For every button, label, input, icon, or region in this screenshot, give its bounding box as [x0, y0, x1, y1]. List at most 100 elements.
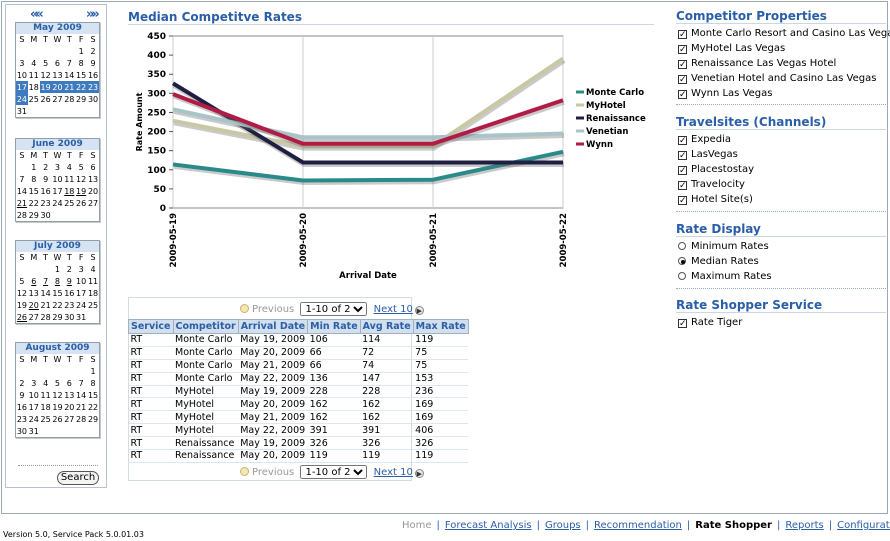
calendar-day[interactable]: 3: [78, 264, 84, 274]
calendar-day[interactable]: 29: [76, 94, 87, 104]
calendar-day[interactable]: 4: [90, 264, 96, 274]
column-header[interactable]: Max Rate: [412, 319, 469, 334]
next-icon[interactable]: ▶: [414, 306, 424, 315]
calendar-day[interactable]: 31: [28, 426, 39, 436]
month-title[interactable]: July 2009: [16, 241, 99, 252]
calendar-day[interactable]: 28: [64, 94, 75, 104]
nav-link[interactable]: Forecast Analysis: [444, 520, 532, 531]
calendar-day[interactable]: 10: [76, 276, 87, 286]
calendar-day[interactable]: 24: [16, 93, 28, 105]
calendar-day[interactable]: 26: [40, 94, 51, 104]
calendar-day[interactable]: 20: [64, 402, 75, 412]
calendar-day[interactable]: 18: [40, 402, 51, 412]
rate-shopper-checkbox[interactable]: ✓ Rate Tiger: [678, 316, 742, 329]
calendar-day[interactable]: 15: [87, 390, 99, 400]
calendar-day[interactable]: 30: [87, 94, 99, 104]
calendar-day[interactable]: 29: [28, 210, 39, 220]
calendar-day[interactable]: 25: [87, 300, 99, 310]
column-header[interactable]: Competitor: [172, 319, 239, 334]
calendar-day[interactable]: 29: [52, 312, 63, 322]
rate-display-radio[interactable]: Maximum Rates: [678, 270, 772, 283]
calendar-day[interactable]: 15: [52, 288, 63, 298]
calendar-day[interactable]: 5: [78, 162, 84, 172]
calendar-day[interactable]: 2: [90, 46, 96, 56]
calendar-day[interactable]: 11: [40, 390, 51, 400]
calendar-day[interactable]: 9: [43, 174, 49, 184]
calendar-day[interactable]: 21: [63, 81, 76, 93]
calendar-day[interactable]: 10: [52, 174, 63, 184]
checkbox-checked-icon[interactable]: ✓: [678, 319, 687, 329]
calendar-day[interactable]: 24: [28, 414, 39, 424]
column-header[interactable]: Avg Rate: [359, 319, 414, 334]
calendar-day[interactable]: 4: [31, 58, 37, 68]
calendar-day[interactable]: 3: [19, 58, 25, 68]
calendar-day[interactable]: 9: [19, 390, 25, 400]
calendar-day[interactable]: 26: [52, 414, 63, 424]
calendar-day[interactable]: 1: [90, 366, 96, 376]
calendar-day[interactable]: 20: [87, 186, 99, 196]
column-header[interactable]: Arrival Date: [237, 319, 309, 334]
calendar-day[interactable]: 5: [54, 378, 60, 388]
calendar-day[interactable]: 12: [16, 288, 28, 298]
calendar-day[interactable]: 28: [40, 312, 51, 322]
calendar-day[interactable]: 23: [40, 198, 51, 208]
column-header[interactable]: Service: [128, 319, 174, 334]
travelsite-checkbox[interactable]: ✓ Hotel Site(s): [678, 193, 753, 206]
checkbox-checked-icon[interactable]: ✓: [678, 45, 687, 55]
search-button[interactable]: Search: [57, 471, 99, 485]
month-title[interactable]: June 2009: [16, 139, 99, 150]
calendar-day[interactable]: 16: [64, 288, 75, 298]
calendar-day[interactable]: 16: [16, 402, 28, 412]
checkbox-checked-icon[interactable]: ✓: [678, 196, 687, 206]
range-select[interactable]: 1-10 of 20: [300, 302, 368, 316]
calendar-day[interactable]: 9: [66, 276, 72, 286]
calendar-day[interactable]: 9: [90, 58, 96, 68]
calendar-day[interactable]: 21: [40, 300, 51, 310]
calendar-day[interactable]: 8: [78, 58, 84, 68]
calendar-day[interactable]: 14: [76, 390, 87, 400]
calendar-day[interactable]: 17: [16, 81, 28, 93]
calendar-day[interactable]: 27: [64, 414, 75, 424]
calendar-day[interactable]: 19: [39, 81, 52, 93]
calendar-day[interactable]: 25: [28, 94, 39, 104]
checkbox-checked-icon[interactable]: ✓: [678, 166, 687, 176]
calendar-day[interactable]: 30: [16, 426, 28, 436]
calendar-day[interactable]: 12: [52, 390, 63, 400]
radio-icon[interactable]: [678, 257, 686, 265]
calendar-day[interactable]: 7: [66, 58, 72, 68]
calendar-day[interactable]: 18: [87, 288, 99, 298]
radio-icon[interactable]: [678, 242, 686, 250]
calendar-day[interactable]: 14: [16, 186, 28, 196]
next-icon[interactable]: ▶: [414, 469, 424, 478]
calendar-day[interactable]: 24: [52, 198, 63, 208]
checkbox-checked-icon[interactable]: ✓: [678, 136, 687, 146]
calendar-day[interactable]: 12: [76, 174, 87, 184]
calendar-day[interactable]: 28: [16, 210, 28, 220]
calendar-day[interactable]: 10: [28, 390, 39, 400]
calendar-day[interactable]: 22: [28, 198, 39, 208]
prev-month-icon[interactable]: ««: [30, 7, 44, 22]
calendar-day[interactable]: 19: [16, 300, 28, 310]
calendar-day[interactable]: 22: [75, 81, 88, 93]
competitor-checkbox[interactable]: ✓ Wynn Las Vegas: [678, 87, 772, 100]
calendar-day[interactable]: 23: [87, 81, 99, 93]
nav-link[interactable]: Reports: [785, 520, 824, 531]
calendar-day[interactable]: 16: [87, 70, 99, 80]
calendar-day[interactable]: 6: [66, 378, 72, 388]
calendar-day[interactable]: 16: [40, 186, 51, 196]
calendar-day[interactable]: 25: [40, 414, 51, 424]
calendar-day[interactable]: 17: [28, 402, 39, 412]
range-select[interactable]: 1-10 of 20: [300, 465, 368, 479]
calendar-day[interactable]: 14: [40, 288, 51, 298]
nav-link[interactable]: Recommendation: [594, 520, 682, 531]
calendar-day[interactable]: 14: [64, 70, 75, 80]
checkbox-checked-icon[interactable]: ✓: [678, 30, 687, 40]
column-header[interactable]: Min Rate: [307, 319, 361, 334]
nav-home-link[interactable]: Home: [402, 520, 432, 531]
calendar-day[interactable]: 17: [52, 186, 63, 196]
month-title[interactable]: May 2009: [16, 23, 99, 34]
calendar-day[interactable]: 11: [28, 70, 39, 80]
travelsite-checkbox[interactable]: ✓ LasVegas: [678, 148, 738, 161]
calendar-day[interactable]: 13: [87, 174, 99, 184]
travelsite-checkbox[interactable]: ✓ Expedia: [678, 133, 731, 146]
